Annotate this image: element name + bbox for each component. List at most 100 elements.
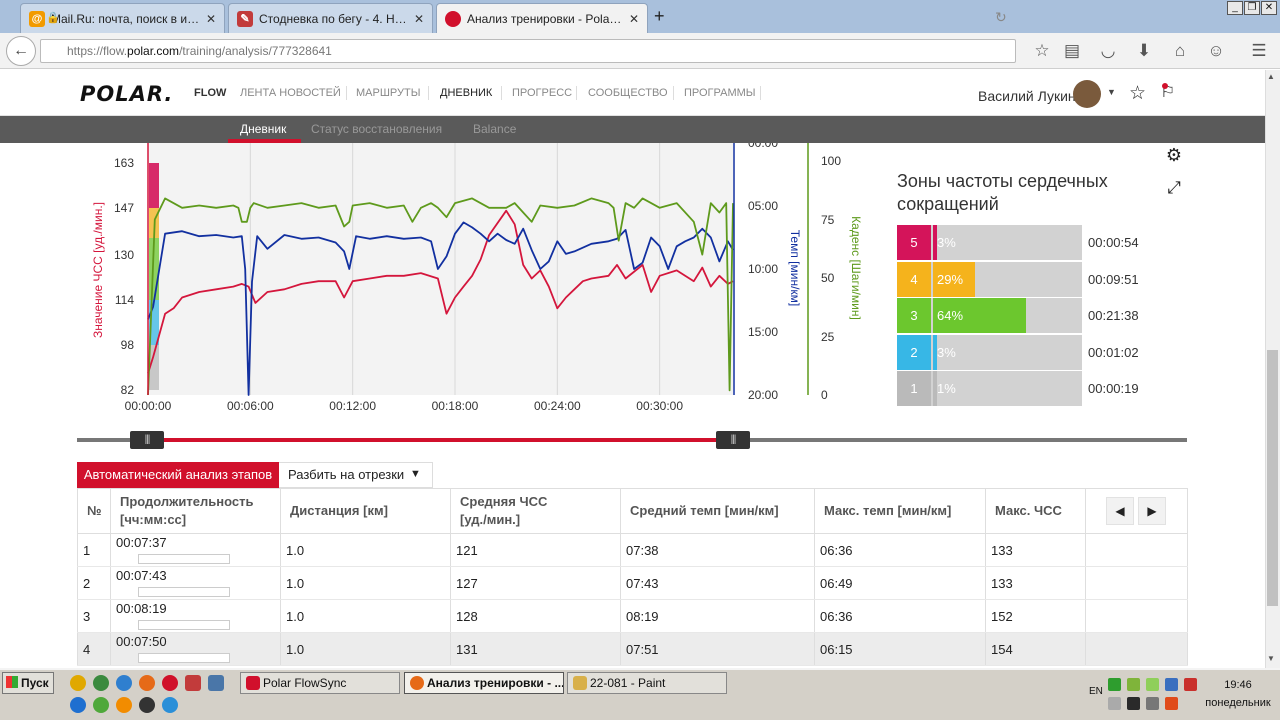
tray-network-icon[interactable] bbox=[1127, 678, 1140, 691]
polar-logo[interactable]: POLAR. bbox=[80, 82, 174, 106]
chat-icon[interactable]: ☺ bbox=[1207, 41, 1225, 60]
quicklaunch-skype-icon[interactable] bbox=[162, 697, 178, 713]
table-row[interactable]: 3 00:08:19 1.0 128 08:19 06:36 152 bbox=[77, 599, 1188, 633]
zone-bar bbox=[933, 225, 938, 260]
tray-volume-icon[interactable] bbox=[1127, 697, 1140, 710]
quicklaunch-chrome-icon[interactable] bbox=[93, 675, 109, 691]
subnav-recovery-status[interactable]: Статус восстановления bbox=[311, 122, 443, 136]
table-row[interactable]: 4 00:07:50 1.0 131 07:51 06:15 154 bbox=[77, 632, 1188, 666]
new-tab-icon[interactable]: + bbox=[654, 6, 665, 26]
col-header-max-hr[interactable]: Макс. ЧСС bbox=[985, 488, 1086, 534]
tray-update-icon[interactable] bbox=[1165, 697, 1178, 710]
reload-icon[interactable]: ↻ bbox=[995, 9, 1007, 25]
training-chart[interactable]: 00:00:00 00:06:00 00:12:00 00:18:00 00:24:00… bbox=[0, 143, 890, 423]
favorites-star-icon[interactable]: ☆ bbox=[1129, 83, 1147, 104]
zone-bar bbox=[933, 371, 937, 406]
col-header-distance[interactable]: Дистанция [км] bbox=[280, 488, 451, 534]
col-header-arrows bbox=[1085, 488, 1188, 534]
scrollbar-thumb[interactable] bbox=[1267, 350, 1278, 606]
taskbar-task-browser[interactable]: Анализ тренировки - ... bbox=[404, 672, 564, 694]
range-slider-right-handle[interactable]: ||| bbox=[716, 431, 750, 449]
cell-duration-text: 00:07:37 bbox=[116, 535, 167, 550]
nav-progress[interactable]: ПРОГРЕСС bbox=[512, 87, 573, 99]
language-indicator[interactable]: EN bbox=[1089, 686, 1103, 697]
table-row[interactable]: 1 00:07:37 1.0 121 07:38 06:36 133 bbox=[77, 533, 1188, 567]
prev-columns-button[interactable]: ◀ bbox=[1106, 497, 1134, 525]
download-icon[interactable]: ⬇ bbox=[1136, 41, 1152, 60]
url-path: /training/analysis/777328641 bbox=[179, 44, 332, 58]
quicklaunch-player-icon[interactable] bbox=[139, 697, 155, 713]
pace-tick-label: 20:00 bbox=[748, 388, 778, 402]
gear-icon[interactable]: ⚙ bbox=[1165, 145, 1183, 165]
clock[interactable]: 19:46 bbox=[1224, 679, 1252, 691]
caret-down-icon[interactable]: ▼ bbox=[1107, 87, 1116, 97]
tray-power-icon[interactable] bbox=[1146, 697, 1159, 710]
cell-distance-text: 1.0 bbox=[286, 608, 305, 624]
quicklaunch-store-icon[interactable] bbox=[116, 675, 132, 691]
quicklaunch-firefox-icon[interactable] bbox=[139, 675, 155, 691]
col-header-max-pace[interactable]: Макс. темп [мин/км] bbox=[814, 488, 986, 534]
cadence-tick-label: 100 bbox=[821, 154, 841, 168]
quicklaunch-vk-icon[interactable] bbox=[208, 675, 224, 691]
col-header-avg-pace[interactable]: Средний темп [мин/км] bbox=[620, 488, 815, 534]
cell-avg-pace: 07:51 bbox=[620, 632, 815, 666]
subnav-diary[interactable]: Дневник bbox=[240, 122, 287, 136]
tray-monitor-icon[interactable] bbox=[1165, 678, 1178, 691]
cell-duration: 00:07:50 bbox=[110, 632, 281, 666]
taskbar-task-paint[interactable]: 22-081 - Paint bbox=[567, 672, 727, 694]
col-header-avg-hr[interactable]: Средняя ЧСС [уд./мин.] bbox=[450, 488, 621, 534]
quicklaunch-ie-icon[interactable] bbox=[70, 697, 86, 713]
window-close-icon[interactable]: ✕ bbox=[1261, 1, 1277, 15]
arrow-right-icon: ▶ bbox=[1147, 504, 1157, 518]
split-laps-dropdown[interactable]: Разбить на отрезки bbox=[279, 462, 433, 488]
quicklaunch-ok-icon[interactable] bbox=[116, 697, 132, 713]
home-icon[interactable]: ⌂ bbox=[1174, 41, 1186, 60]
url-bar[interactable]: https://flow.polar.com/training/analysis… bbox=[40, 39, 1016, 63]
bookmark-star-icon[interactable]: ☆ bbox=[1034, 41, 1050, 60]
close-icon[interactable]: ✕ bbox=[628, 11, 639, 26]
cell-distance: 1.0 bbox=[280, 599, 451, 633]
reading-list-icon[interactable]: ▤ bbox=[1063, 41, 1081, 60]
pocket-icon[interactable]: ◡ bbox=[1100, 41, 1116, 60]
user-name[interactable]: Василий Лукин bbox=[978, 88, 1076, 104]
nav-diary[interactable]: ДНЕВНИК bbox=[440, 87, 493, 99]
browser-tab-stodnevka[interactable]: ✎ Стодневка по бегу - 4. Нач... ✕ bbox=[228, 3, 433, 33]
minimize-icon[interactable]: _ bbox=[1227, 1, 1243, 15]
nav-news-feed[interactable]: ЛЕНТА НОВОСТЕЙ bbox=[240, 87, 341, 99]
table-row[interactable]: 2 00:07:43 1.0 127 07:43 06:49 133 bbox=[77, 566, 1188, 600]
hr-zone-band bbox=[149, 163, 159, 208]
x-tick-label: 00:06:00 bbox=[227, 399, 274, 413]
maximize-icon[interactable]: ❐ bbox=[1244, 1, 1260, 15]
nav-programs[interactable]: ПРОГРАММЫ bbox=[684, 87, 756, 99]
windows-logo-icon bbox=[6, 676, 18, 688]
tray-hidden-icon[interactable] bbox=[1108, 697, 1121, 710]
col-header-duration[interactable]: Продолжительность [чч:мм:сс] bbox=[110, 488, 281, 534]
browser-tab-mail[interactable]: @ Mail.Ru: почта, поиск в инт... ✕ bbox=[20, 3, 225, 33]
cell-empty bbox=[1085, 533, 1188, 567]
nav-routes[interactable]: МАРШРУТЫ bbox=[356, 87, 421, 99]
nav-community[interactable]: СООБЩЕСТВО bbox=[588, 87, 668, 99]
expand-icon[interactable]: ⤢ bbox=[1167, 178, 1181, 197]
scroll-up-icon[interactable]: ▲ bbox=[1267, 72, 1275, 81]
subnav-balance[interactable]: Balance bbox=[473, 122, 517, 136]
hamburger-menu-icon[interactable]: ☰ bbox=[1251, 41, 1267, 60]
quicklaunch-opera-icon[interactable] bbox=[162, 675, 178, 691]
avatar[interactable] bbox=[1073, 80, 1101, 108]
zone-number: 1 bbox=[897, 371, 931, 406]
taskbar-task-flowsync[interactable]: Polar FlowSync bbox=[240, 672, 400, 694]
quicklaunch-avast-icon[interactable] bbox=[70, 675, 86, 691]
scroll-down-icon[interactable]: ▼ bbox=[1267, 654, 1275, 663]
quicklaunch-mail-icon[interactable] bbox=[185, 675, 201, 691]
auto-lap-analysis-button[interactable]: Автоматический анализ этапов bbox=[77, 462, 279, 488]
tray-app-icon[interactable] bbox=[1146, 678, 1159, 691]
quicklaunch-utorrent-icon[interactable] bbox=[93, 697, 109, 713]
close-icon[interactable]: ✕ bbox=[205, 11, 216, 26]
browser-tab-polar[interactable]: Анализ тренировки - Polar F... ✕ bbox=[436, 3, 648, 33]
tray-shield-icon[interactable] bbox=[1184, 678, 1197, 691]
back-arrow-icon[interactable]: ← bbox=[6, 36, 36, 66]
next-columns-button[interactable]: ▶ bbox=[1138, 497, 1166, 525]
close-icon[interactable]: ✕ bbox=[413, 11, 424, 26]
tray-a-icon[interactable] bbox=[1108, 678, 1121, 691]
nav-divider bbox=[576, 86, 577, 100]
range-slider-left-handle[interactable]: ||| bbox=[130, 431, 164, 449]
